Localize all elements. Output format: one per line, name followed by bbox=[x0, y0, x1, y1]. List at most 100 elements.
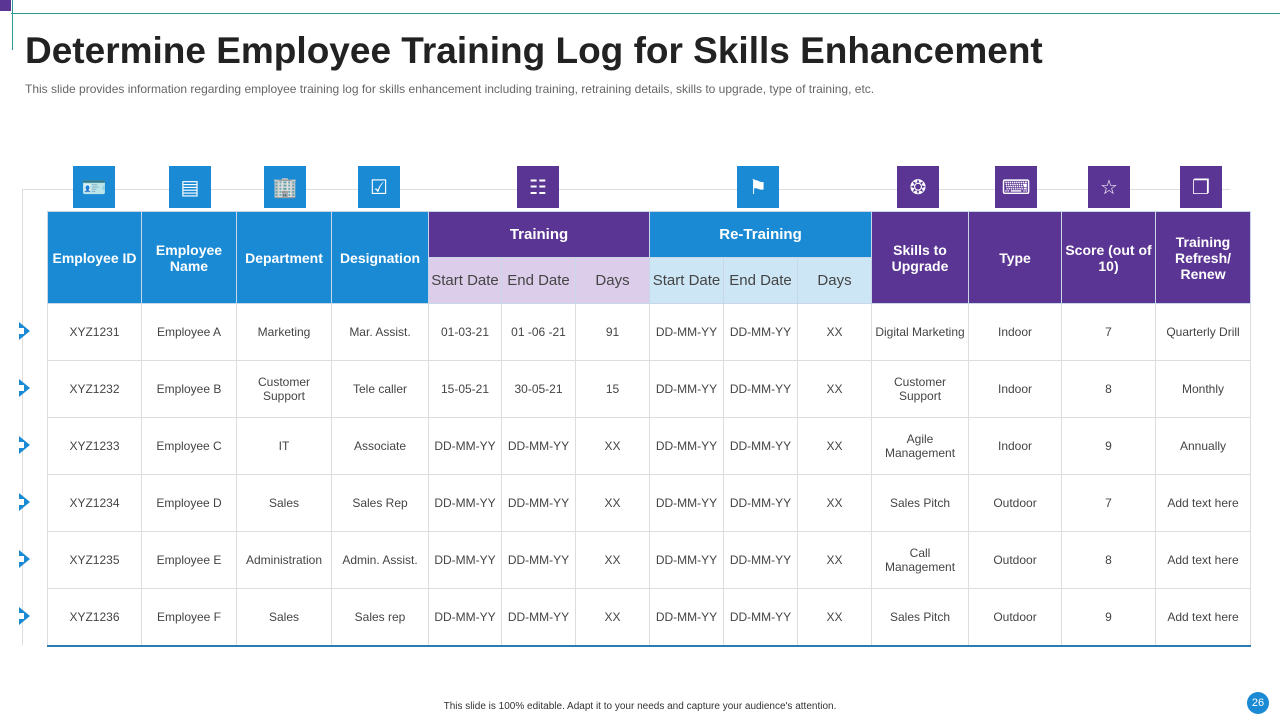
table-cell: Agile Management bbox=[871, 417, 970, 475]
table-cell: DD-MM-YY bbox=[723, 531, 799, 589]
table-cell: DD-MM-YY bbox=[649, 531, 725, 589]
header-refresh: Training Refresh/ Renew bbox=[1155, 211, 1252, 304]
table-cell: Marketing bbox=[236, 303, 332, 361]
table-cell: Sales bbox=[236, 588, 332, 647]
header-retraining-start: Start Date bbox=[649, 257, 725, 304]
table-cell: DD-MM-YY bbox=[501, 474, 576, 532]
table-cell: Administration bbox=[236, 531, 332, 589]
table-cell: Sales Pitch bbox=[871, 474, 970, 532]
table-cell: DD-MM-YY bbox=[501, 588, 576, 647]
refresh-icon: ❐ bbox=[1180, 166, 1222, 213]
table-cell: Monthly bbox=[1155, 360, 1252, 418]
table-cell: XX bbox=[797, 417, 873, 475]
table-cell: Annually bbox=[1155, 417, 1252, 475]
table-cell: XX bbox=[797, 360, 873, 418]
table-cell: Outdoor bbox=[968, 588, 1063, 647]
table-cell: Digital Marketing bbox=[871, 303, 970, 361]
table-cell: DD-MM-YY bbox=[428, 588, 502, 647]
table-cell: 9 bbox=[1061, 417, 1157, 475]
row-arrow-icon bbox=[19, 436, 30, 454]
left-rule bbox=[12, 0, 13, 50]
table-row: XYZ1235 Employee E Administration Admin. As… bbox=[47, 531, 1252, 589]
top-rule bbox=[11, 13, 1280, 14]
table-cell: DD-MM-YY bbox=[723, 417, 799, 475]
training-icon: ☷ bbox=[517, 166, 559, 213]
table-cell: DD-MM-YY bbox=[723, 360, 799, 418]
table-cell: IT bbox=[236, 417, 332, 475]
training-log-table: Employee ID Employee Name Department Des… bbox=[47, 211, 1252, 647]
header-training-days: Days bbox=[574, 257, 651, 304]
table-cell: 01 -06 -21 bbox=[501, 303, 576, 361]
table-row: XYZ1236 Employee F Sales Sales rep DD-MM-YY D… bbox=[47, 588, 1252, 647]
table-cell: Mar. Assist. bbox=[331, 303, 429, 361]
table-cell: Employee B bbox=[141, 360, 237, 418]
table-cell: 91 bbox=[574, 303, 651, 361]
table-cell: Sales Rep bbox=[331, 474, 429, 532]
skills-icon: ❂ bbox=[897, 166, 939, 213]
header-type: Type bbox=[968, 211, 1063, 304]
table-cell: Employee F bbox=[141, 588, 237, 647]
id-badge-icon: 🪪 bbox=[73, 166, 115, 213]
header-retraining: Re-Training bbox=[649, 211, 873, 258]
table-cell: Admin. Assist. bbox=[331, 531, 429, 589]
table-cell: DD-MM-YY bbox=[501, 531, 576, 589]
table-cell: Quarterly Drill bbox=[1155, 303, 1252, 361]
table-cell: 7 bbox=[1061, 303, 1157, 361]
table-cell: Employee D bbox=[141, 474, 237, 532]
header-score: Score (out of 10) bbox=[1061, 211, 1157, 304]
table-cell: 7 bbox=[1061, 474, 1157, 532]
table-cell: DD-MM-YY bbox=[649, 417, 725, 475]
table-cell: XX bbox=[574, 588, 651, 647]
table-cell: XX bbox=[797, 531, 873, 589]
table-row: XYZ1232 Employee B Customer Support Tele ca… bbox=[47, 360, 1252, 418]
header-employee-name: Employee Name bbox=[141, 211, 237, 304]
table-cell: DD-MM-YY bbox=[723, 303, 799, 361]
header-training: Training bbox=[427, 211, 651, 258]
table-cell: XYZ1236 bbox=[47, 588, 142, 647]
table-cell: Customer Support bbox=[871, 360, 970, 418]
page-title: Determine Employee Training Log for Skil… bbox=[25, 30, 1043, 71]
page-number: 26 bbox=[1247, 692, 1269, 714]
table-cell: XYZ1233 bbox=[47, 417, 142, 475]
designation-icon: ☑ bbox=[358, 166, 400, 213]
row-arrow-icon bbox=[19, 550, 30, 568]
row-arrow-icon bbox=[19, 607, 30, 625]
table-cell: Sales Pitch bbox=[871, 588, 970, 647]
table-cell: Tele caller bbox=[331, 360, 429, 418]
table-cell: DD-MM-YY bbox=[723, 474, 799, 532]
table-cell: XX bbox=[574, 474, 651, 532]
table-cell: XX bbox=[574, 417, 651, 475]
table-cell: DD-MM-YY bbox=[428, 531, 502, 589]
table-cell: DD-MM-YY bbox=[649, 474, 725, 532]
table-cell: DD-MM-YY bbox=[428, 417, 502, 475]
frame-line bbox=[22, 189, 23, 645]
header-training-start: Start Date bbox=[428, 257, 502, 304]
score-icon: ☆ bbox=[1088, 166, 1130, 213]
table-cell: 01-03-21 bbox=[428, 303, 502, 361]
table-cell: 30-05-21 bbox=[501, 360, 576, 418]
table-cell: Indoor bbox=[968, 360, 1063, 418]
table-cell: Sales bbox=[236, 474, 332, 532]
header-skills: Skills to Upgrade bbox=[871, 211, 970, 304]
table-cell: DD-MM-YY bbox=[501, 417, 576, 475]
header-department: Department bbox=[236, 211, 332, 304]
table-cell: Indoor bbox=[968, 303, 1063, 361]
table-cell: Outdoor bbox=[968, 474, 1063, 532]
table-cell: XX bbox=[797, 474, 873, 532]
table-row: XYZ1234 Employee D Sales Sales Rep DD-MM-YY D… bbox=[47, 474, 1252, 532]
row-arrow-icon bbox=[19, 379, 30, 397]
table-cell: Associate bbox=[331, 417, 429, 475]
table-row: XYZ1231 Employee A Marketing Mar. Assist. 01… bbox=[47, 303, 1252, 361]
table-cell: DD-MM-YY bbox=[649, 360, 725, 418]
header-designation: Designation bbox=[331, 211, 429, 304]
table-cell: Customer Support bbox=[236, 360, 332, 418]
table-cell: 8 bbox=[1061, 360, 1157, 418]
table-cell: Add text here bbox=[1155, 588, 1252, 647]
table-cell: DD-MM-YY bbox=[649, 588, 725, 647]
table-cell: XYZ1232 bbox=[47, 360, 142, 418]
corner-decoration bbox=[0, 0, 11, 11]
page-subtitle: This slide provides information regardin… bbox=[25, 82, 875, 96]
table-cell: XYZ1234 bbox=[47, 474, 142, 532]
table-cell: Outdoor bbox=[968, 531, 1063, 589]
building-icon: 🏢 bbox=[264, 166, 306, 213]
